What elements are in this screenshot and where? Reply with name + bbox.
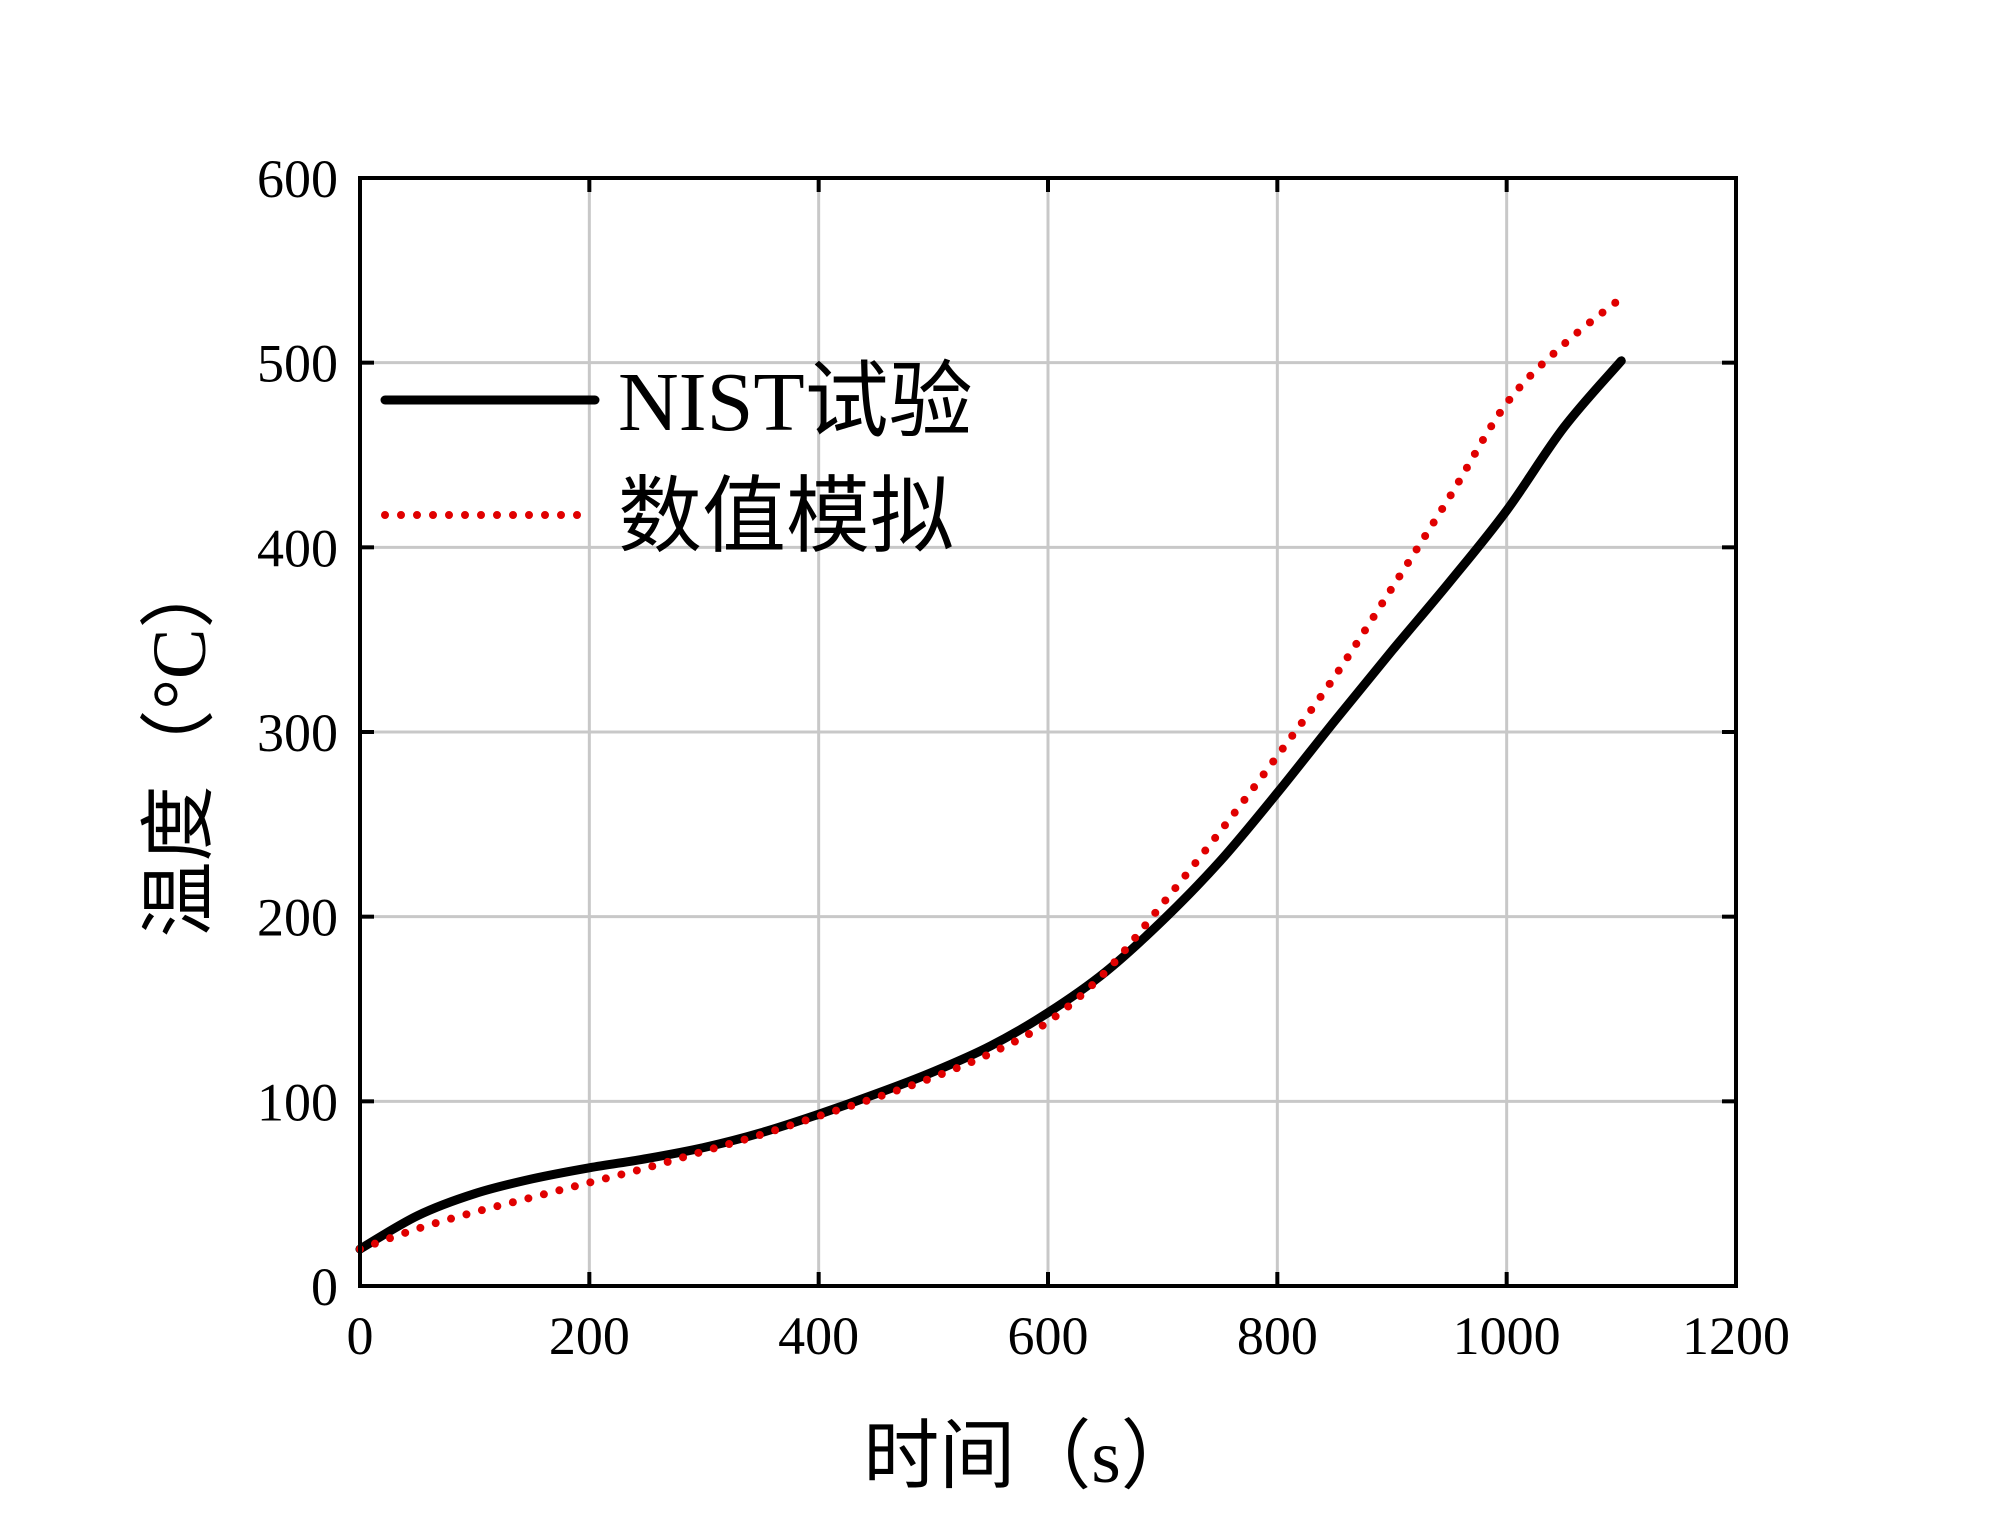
x-tick-label: 200 bbox=[549, 1306, 630, 1366]
axis-ticks bbox=[358, 176, 1738, 1288]
y-tick-label: 500 bbox=[257, 334, 338, 394]
x-axis-title: 时间（s） bbox=[863, 1415, 1197, 1499]
legend-label-nist: NIST试验 bbox=[618, 356, 973, 449]
plot-series bbox=[355, 294, 1626, 1254]
x-tick-label: 400 bbox=[778, 1306, 859, 1366]
y-tick-label: 100 bbox=[257, 1072, 338, 1132]
legend: NIST试验 数值模拟 bbox=[380, 356, 973, 564]
y-tick-label: 600 bbox=[257, 149, 338, 209]
series-line-simulation bbox=[356, 294, 1626, 1254]
legend-label-simulation: 数值模拟 bbox=[618, 471, 954, 564]
y-tick-labels: 0 100 200 300 400 500 600 bbox=[257, 149, 338, 1317]
x-tick-labels: 0 200 400 600 800 1000 1200 bbox=[347, 1306, 1791, 1366]
series-line-nist bbox=[355, 356, 1626, 1254]
x-tick-label: 600 bbox=[1008, 1306, 1089, 1366]
y-tick-label: 0 bbox=[311, 1257, 338, 1317]
grid-lines bbox=[360, 178, 1736, 1286]
x-tick-label: 0 bbox=[347, 1306, 374, 1366]
x-tick-label: 800 bbox=[1237, 1306, 1318, 1366]
x-tick-label: 1000 bbox=[1453, 1306, 1561, 1366]
y-axis-title: 温度（°C） bbox=[138, 552, 222, 937]
x-tick-label: 1200 bbox=[1682, 1306, 1790, 1366]
y-tick-label: 300 bbox=[257, 703, 338, 763]
y-tick-label: 400 bbox=[257, 518, 338, 578]
y-tick-label: 200 bbox=[257, 888, 338, 948]
